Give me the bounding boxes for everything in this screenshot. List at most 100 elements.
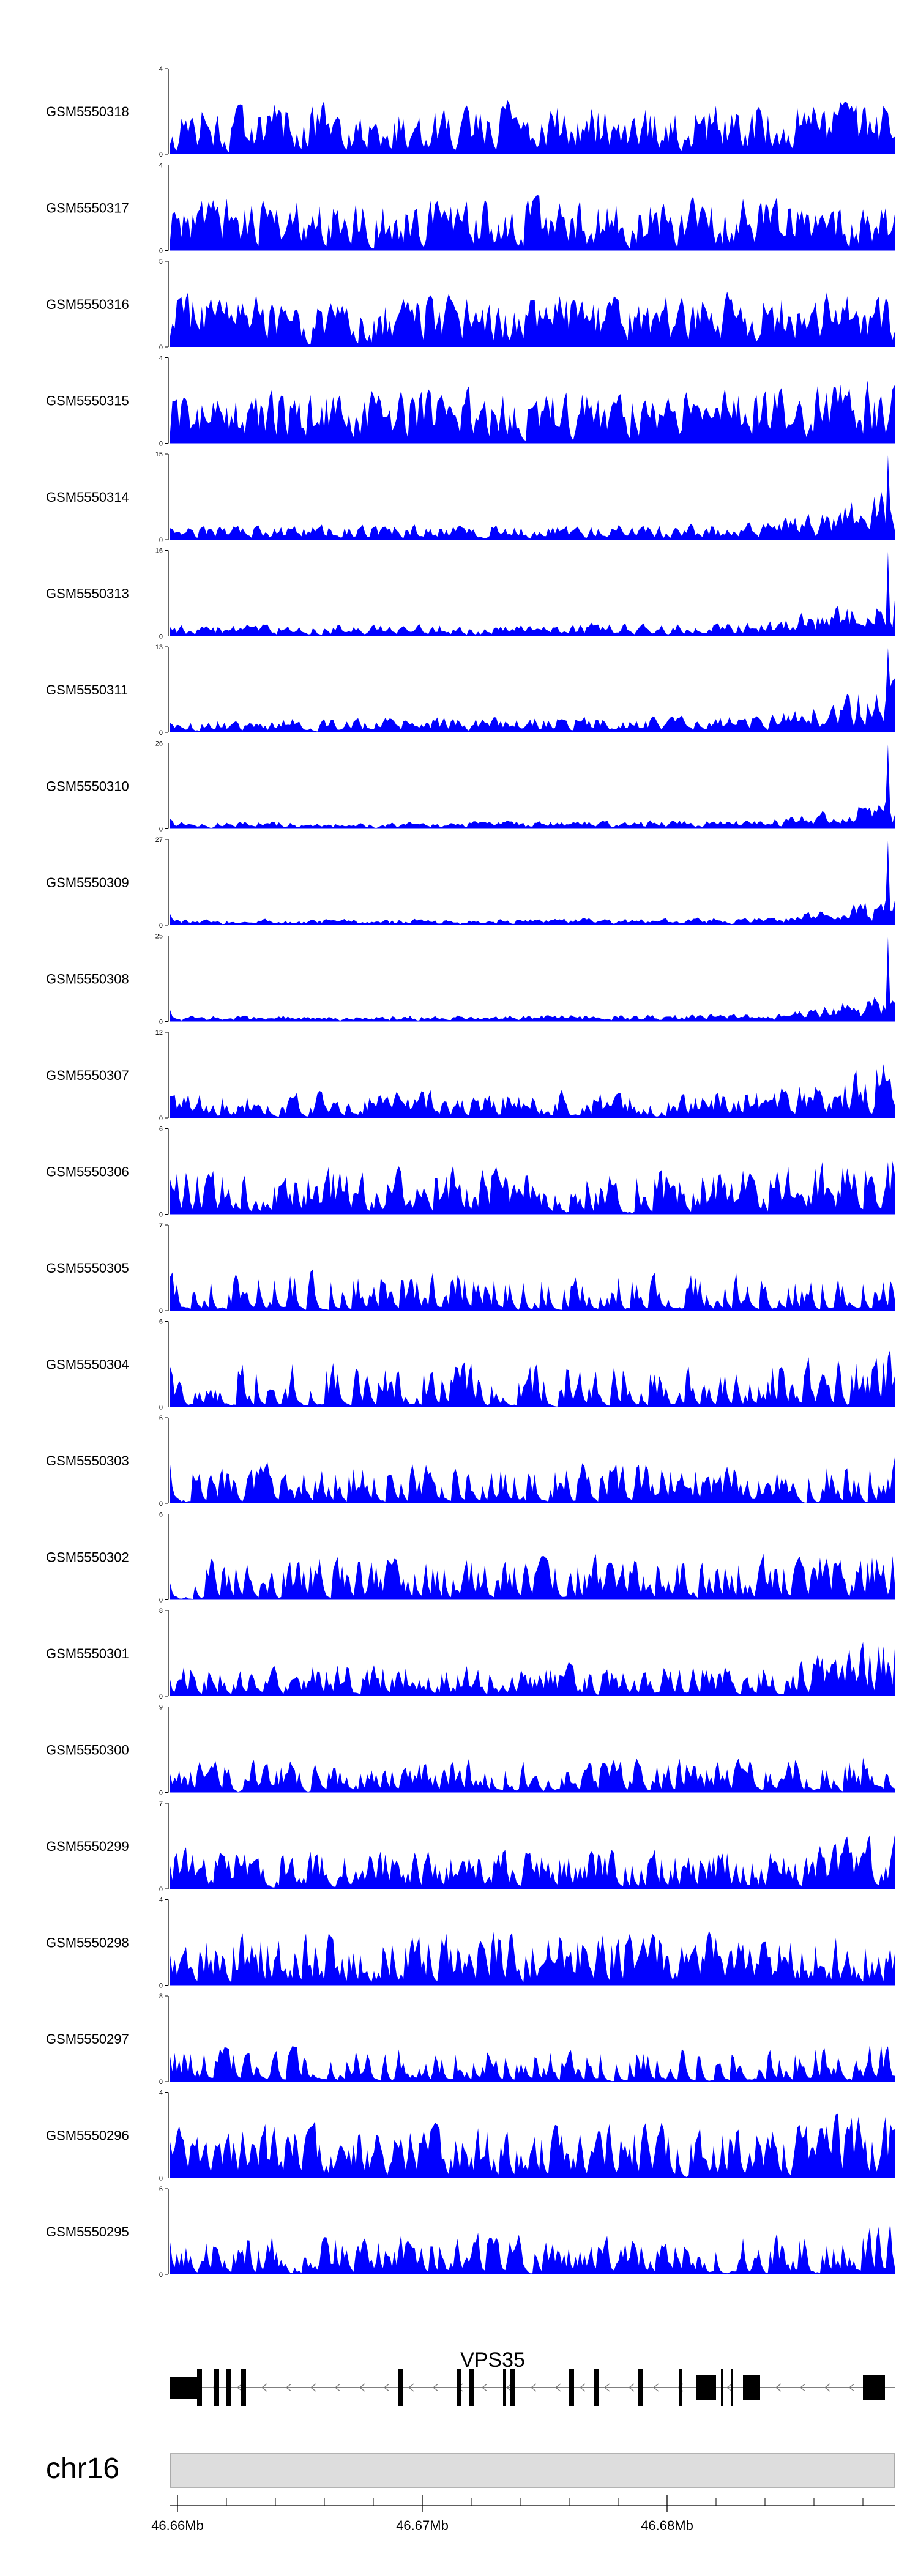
ideogram-band xyxy=(170,2453,895,2488)
coverage-area xyxy=(170,1457,895,1503)
exon xyxy=(503,2369,506,2406)
track-GSM5550315: GSM5550315 4 0 xyxy=(46,355,895,448)
track-label: GSM5550317 xyxy=(46,201,129,216)
track-label: GSM5550313 xyxy=(46,586,129,601)
strand-arrow-icon xyxy=(310,2383,316,2392)
y-max-label: 27 xyxy=(155,836,163,844)
coverage-area xyxy=(170,2044,895,2082)
track-GSM5550318: GSM5550318 4 0 xyxy=(46,65,895,158)
track-label: GSM5550307 xyxy=(46,1068,129,1083)
exon xyxy=(638,2369,643,2406)
y-min-label: 0 xyxy=(159,1308,163,1315)
y-max-label: 15 xyxy=(155,451,163,458)
track-label: GSM5550315 xyxy=(46,393,129,409)
track-GSM5550303: GSM5550303 6 0 xyxy=(46,1415,895,1508)
exon xyxy=(510,2369,515,2406)
strand-arrow-icon xyxy=(506,2383,512,2392)
track-GSM5550299: GSM5550299 7 0 xyxy=(46,1800,895,1893)
y-max-label: 26 xyxy=(155,740,163,748)
y-max-label: 6 xyxy=(159,1319,163,1326)
y-min-label: 0 xyxy=(159,1019,163,1026)
gene-name: VPS35 xyxy=(460,2348,525,2372)
strand-arrow-icon xyxy=(652,2383,659,2392)
y-max-label: 8 xyxy=(159,1993,163,2000)
y-min-label: 0 xyxy=(159,922,163,929)
y-min-label: 0 xyxy=(159,151,163,158)
exon xyxy=(214,2369,219,2406)
x-tick-label: 46.66Mb xyxy=(151,2518,204,2533)
track-label: GSM5550311 xyxy=(46,682,128,698)
track-GSM5550297: GSM5550297 8 0 xyxy=(46,1993,895,2086)
coverage-area xyxy=(170,2222,895,2274)
exon xyxy=(226,2369,231,2406)
track-GSM5550302: GSM5550302 6 0 xyxy=(46,1511,895,1604)
strand-arrow-icon xyxy=(848,2383,855,2392)
track-label: GSM5550295 xyxy=(46,2224,129,2239)
coverage-area xyxy=(170,100,895,154)
strand-arrow-icon xyxy=(432,2383,439,2392)
exon xyxy=(743,2375,760,2400)
strand-arrow-icon xyxy=(799,2383,806,2392)
y-min-label: 0 xyxy=(159,729,163,737)
y-max-label: 7 xyxy=(159,1222,163,1229)
y-min-label: 0 xyxy=(159,248,163,255)
track-GSM5550316: GSM5550316 5 0 xyxy=(46,258,895,351)
y-max-label: 4 xyxy=(159,65,163,73)
coverage-area xyxy=(170,1930,895,1986)
coverage-area xyxy=(170,551,895,636)
track-GSM5550305: GSM5550305 7 0 xyxy=(46,1222,895,1315)
coverage-area xyxy=(170,2113,895,2178)
coverage-area xyxy=(170,1161,895,1215)
y-min-label: 0 xyxy=(159,1597,163,1604)
coverage-area xyxy=(170,744,895,829)
exon xyxy=(696,2375,716,2400)
track-GSM5550295: GSM5550295 6 0 xyxy=(46,2186,895,2279)
y-max-label: 4 xyxy=(159,355,163,362)
strand-arrow-icon xyxy=(261,2383,267,2392)
y-max-label: 9 xyxy=(159,1704,163,1711)
y-min-label: 0 xyxy=(159,1212,163,1219)
y-min-label: 0 xyxy=(159,1404,163,1412)
track-label: GSM5550299 xyxy=(46,1839,129,1854)
y-max-label: 6 xyxy=(159,1511,163,1519)
track-label: GSM5550303 xyxy=(46,1453,129,1469)
coverage-area xyxy=(170,841,895,925)
coverage-area xyxy=(170,1834,895,1889)
coverage-area xyxy=(170,1554,895,1600)
coverage-area xyxy=(170,648,895,732)
y-min-label: 0 xyxy=(159,2271,163,2279)
track-label: GSM5550304 xyxy=(46,1357,129,1372)
gene-track: VPS35 xyxy=(170,2348,895,2406)
strand-arrow-icon xyxy=(726,2383,733,2392)
y-max-label: 4 xyxy=(159,162,163,169)
y-min-label: 0 xyxy=(159,441,163,448)
exon xyxy=(398,2369,403,2406)
y-min-label: 0 xyxy=(159,1982,163,1990)
coverage-area xyxy=(170,291,895,347)
ideogram-track: chr16 xyxy=(46,2452,895,2488)
y-min-label: 0 xyxy=(159,826,163,833)
y-min-label: 0 xyxy=(159,2079,163,2086)
coverage-area xyxy=(170,380,895,444)
y-min-label: 0 xyxy=(159,537,163,544)
y-max-label: 13 xyxy=(155,644,163,651)
track-GSM5550301: GSM5550301 8 0 xyxy=(46,1607,895,1700)
y-max-label: 16 xyxy=(155,548,163,555)
track-label: GSM5550308 xyxy=(46,972,129,987)
exon xyxy=(457,2369,461,2406)
track-label: GSM5550301 xyxy=(46,1646,129,1661)
coverage-area xyxy=(170,1757,895,1793)
y-min-label: 0 xyxy=(159,2175,163,2183)
x-tick-label: 46.68Mb xyxy=(641,2518,693,2533)
y-max-label: 12 xyxy=(155,1029,163,1037)
track-GSM5550296: GSM5550296 4 0 xyxy=(46,2090,895,2183)
strand-arrow-icon xyxy=(383,2383,390,2392)
track-label: GSM5550298 xyxy=(46,1935,129,1951)
y-min-label: 0 xyxy=(159,1886,163,1893)
y-max-label: 25 xyxy=(155,933,163,940)
strand-arrow-icon xyxy=(481,2383,488,2392)
y-min-label: 0 xyxy=(159,344,163,351)
exon xyxy=(197,2369,202,2406)
y-min-label: 0 xyxy=(159,633,163,641)
